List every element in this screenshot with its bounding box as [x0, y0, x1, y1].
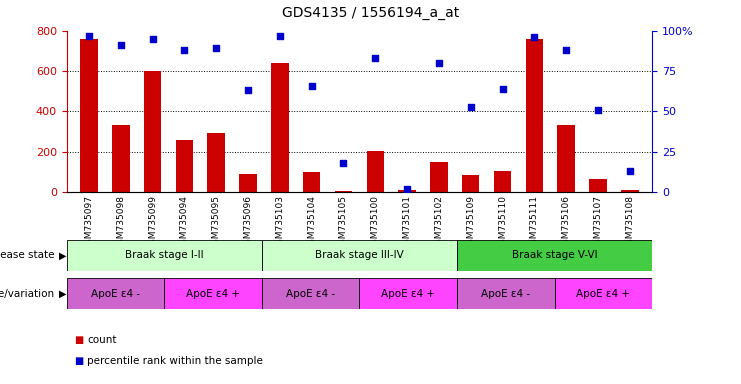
Text: ApoE ε4 +: ApoE ε4 + [576, 289, 631, 299]
Text: ApoE ε4 +: ApoE ε4 + [381, 289, 435, 299]
Text: Braak stage V-VI: Braak stage V-VI [512, 250, 597, 260]
Text: ■: ■ [74, 335, 83, 345]
Text: ApoE ε4 +: ApoE ε4 + [186, 289, 240, 299]
Bar [176, 140, 193, 192]
Text: ■: ■ [74, 356, 83, 366]
Point [83, 33, 95, 39]
Bar [80, 39, 98, 192]
Bar [359, 278, 457, 309]
Bar [239, 174, 257, 192]
Bar [462, 175, 479, 192]
Text: percentile rank within the sample: percentile rank within the sample [87, 356, 263, 366]
Bar [431, 162, 448, 192]
Bar [457, 240, 652, 271]
Point [369, 55, 381, 61]
Point [210, 45, 222, 51]
Text: ApoE ε4 -: ApoE ε4 - [286, 289, 335, 299]
Point [433, 60, 445, 66]
Point [560, 47, 572, 53]
Bar [621, 190, 639, 192]
Bar [262, 278, 359, 309]
Bar [165, 278, 262, 309]
Bar [67, 278, 165, 309]
Bar [271, 63, 288, 192]
Point [179, 47, 190, 53]
Bar [303, 172, 320, 192]
Text: count: count [87, 335, 117, 345]
Bar [262, 240, 457, 271]
Bar [112, 126, 130, 192]
Point [465, 103, 476, 109]
Bar [207, 132, 225, 192]
Bar [589, 179, 607, 192]
Bar [557, 126, 575, 192]
Text: ApoE ε4 -: ApoE ε4 - [481, 289, 531, 299]
Bar [67, 240, 262, 271]
Point [306, 83, 318, 89]
Point [592, 107, 604, 113]
Point [528, 34, 540, 40]
Text: GDS4135 / 1556194_a_at: GDS4135 / 1556194_a_at [282, 6, 459, 20]
Text: ▶: ▶ [59, 289, 66, 299]
Text: ApoE ε4 -: ApoE ε4 - [91, 289, 140, 299]
Point [147, 36, 159, 42]
Bar [367, 151, 384, 192]
Point [496, 86, 508, 92]
Point [338, 160, 350, 166]
Text: disease state: disease state [0, 250, 55, 260]
Text: ▶: ▶ [59, 250, 66, 260]
Bar [554, 278, 652, 309]
Bar [525, 39, 543, 192]
Bar [494, 171, 511, 192]
Point [401, 186, 413, 192]
Text: Braak stage III-IV: Braak stage III-IV [315, 250, 404, 260]
Point [274, 33, 286, 39]
Bar [399, 190, 416, 192]
Bar [144, 71, 162, 192]
Point [624, 168, 636, 174]
Bar [457, 278, 554, 309]
Text: genotype/variation: genotype/variation [0, 289, 55, 299]
Text: Braak stage I-II: Braak stage I-II [125, 250, 204, 260]
Bar [335, 191, 352, 192]
Point [242, 87, 254, 93]
Point [115, 42, 127, 48]
